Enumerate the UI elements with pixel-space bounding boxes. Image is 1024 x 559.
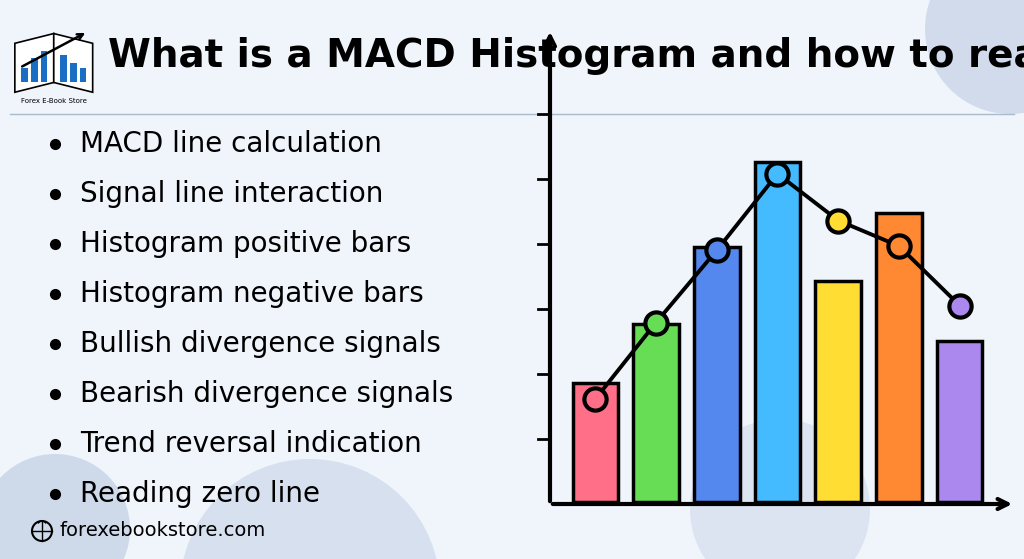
Text: What is a MACD Histogram and how to read it?: What is a MACD Histogram and how to read… (108, 37, 1024, 75)
FancyBboxPatch shape (755, 162, 801, 502)
Polygon shape (15, 34, 54, 92)
Text: Trend reversal indication: Trend reversal indication (80, 430, 422, 458)
FancyBboxPatch shape (877, 213, 922, 502)
Circle shape (925, 0, 1024, 114)
Text: forexebookstore.com: forexebookstore.com (60, 522, 266, 541)
Bar (22, 68, 28, 82)
Circle shape (180, 459, 440, 559)
Text: MACD line calculation: MACD line calculation (80, 130, 382, 158)
Circle shape (690, 419, 870, 559)
Bar (70, 63, 77, 82)
Text: Bearish divergence signals: Bearish divergence signals (80, 380, 454, 408)
Text: Signal line interaction: Signal line interaction (80, 180, 383, 208)
Text: Reading zero line: Reading zero line (80, 480, 319, 508)
FancyBboxPatch shape (815, 281, 861, 502)
Text: Histogram negative bars: Histogram negative bars (80, 280, 424, 308)
Bar (31, 58, 38, 82)
Text: Bullish divergence signals: Bullish divergence signals (80, 330, 441, 358)
FancyBboxPatch shape (633, 324, 679, 502)
FancyBboxPatch shape (937, 340, 982, 502)
FancyBboxPatch shape (694, 247, 739, 502)
Text: Histogram positive bars: Histogram positive bars (80, 230, 412, 258)
Text: Forex E-Book Store: Forex E-Book Store (20, 98, 87, 104)
Polygon shape (54, 34, 93, 92)
Bar (80, 68, 86, 82)
FancyBboxPatch shape (572, 383, 618, 502)
Bar (41, 51, 47, 82)
Bar (60, 55, 67, 82)
Circle shape (0, 454, 130, 559)
